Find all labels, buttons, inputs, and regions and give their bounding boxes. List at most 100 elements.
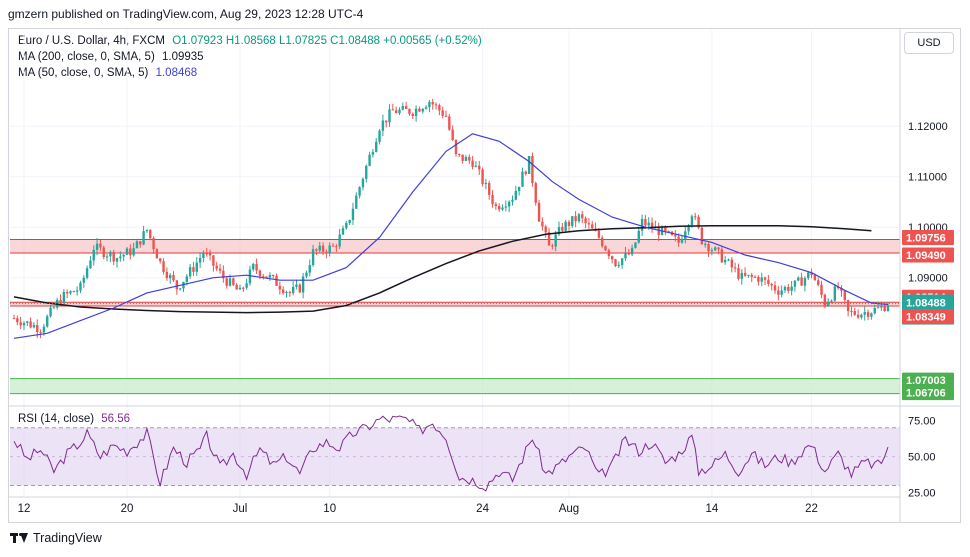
ma50-label: MA (50, close, 0, SMA, 5) bbox=[18, 67, 149, 79]
current-price-label: 1.08488 bbox=[906, 298, 946, 310]
candle-body bbox=[272, 275, 275, 277]
zone-label-upper: 1.09756 bbox=[906, 233, 946, 245]
candle-body bbox=[521, 171, 524, 187]
candle-body bbox=[175, 280, 179, 290]
candle-body bbox=[800, 277, 803, 286]
candle-body bbox=[704, 243, 707, 245]
candle-body bbox=[428, 101, 431, 108]
tradingview-footer[interactable]: TradingView bbox=[10, 531, 102, 545]
candle-body bbox=[883, 306, 886, 311]
candle-body bbox=[797, 277, 800, 281]
candle-body bbox=[36, 325, 39, 332]
candle-body bbox=[202, 253, 205, 258]
candle-body bbox=[424, 107, 428, 109]
candle-body bbox=[747, 274, 750, 276]
candle-body bbox=[461, 154, 464, 161]
candle-body bbox=[188, 267, 192, 277]
footer-brand: TradingView bbox=[33, 531, 102, 545]
ma200-legend[interactable]: MA (200, close, 0, SMA, 5) 1.09935 bbox=[18, 49, 204, 65]
candle-body bbox=[524, 171, 527, 174]
candle-body bbox=[813, 275, 817, 281]
candle-body bbox=[873, 307, 876, 314]
candle-body bbox=[172, 275, 175, 281]
candle-body bbox=[783, 286, 787, 291]
publisher-line: gmzern published on TradingView.com, Aug… bbox=[8, 7, 364, 21]
candle-body bbox=[295, 284, 298, 287]
candle-body bbox=[610, 256, 614, 260]
candle-body bbox=[876, 307, 880, 309]
candle-body bbox=[713, 247, 717, 251]
candle-body bbox=[547, 232, 551, 246]
candle-body bbox=[228, 278, 232, 286]
candle-body bbox=[401, 106, 405, 110]
candle-body bbox=[527, 156, 531, 174]
ohlc-high: H1.08568 bbox=[225, 35, 276, 47]
candle-body bbox=[375, 141, 378, 152]
candle-body bbox=[361, 178, 365, 188]
candle-body bbox=[291, 286, 295, 293]
candle-body bbox=[544, 226, 547, 233]
time-tick-label: 14 bbox=[705, 503, 718, 515]
candle-body bbox=[132, 248, 135, 256]
rsi-tick-label: 75.00 bbox=[908, 416, 936, 428]
candle-body bbox=[46, 316, 49, 327]
candle-body bbox=[212, 255, 215, 266]
candle-body bbox=[149, 229, 152, 239]
candle-body bbox=[743, 272, 747, 276]
candle-body bbox=[780, 290, 783, 295]
candle-body bbox=[32, 325, 36, 328]
candle-body bbox=[534, 183, 537, 203]
candle-body bbox=[584, 218, 587, 224]
candle-body bbox=[99, 243, 102, 248]
price-tick-label: 1.09000 bbox=[908, 273, 948, 285]
candle-body bbox=[537, 202, 541, 222]
candle-body bbox=[265, 276, 268, 278]
candle-body bbox=[325, 251, 328, 254]
ma50-value: 1.08468 bbox=[155, 67, 198, 79]
currency-button[interactable]: USD bbox=[904, 32, 954, 54]
candle-body bbox=[454, 139, 458, 154]
candle-body bbox=[311, 249, 315, 266]
time-tick-label: 22 bbox=[805, 503, 818, 515]
rsi-legend[interactable]: RSI (14, close) 56.56 bbox=[18, 411, 130, 427]
time-tick-label: Jul bbox=[233, 503, 248, 515]
candle-body bbox=[321, 245, 325, 252]
candle-body bbox=[840, 288, 843, 291]
candle-body bbox=[770, 283, 773, 286]
candle-body bbox=[690, 216, 694, 226]
candle-body bbox=[753, 276, 757, 278]
candle-body bbox=[451, 129, 454, 140]
candle-body bbox=[441, 110, 444, 116]
candle-body bbox=[119, 256, 122, 259]
candle-body bbox=[195, 262, 198, 272]
ma200-label: MA (200, close, 0, SMA, 5) bbox=[18, 51, 155, 63]
candle-body bbox=[733, 267, 737, 269]
candle-body bbox=[807, 272, 810, 279]
candle-body bbox=[438, 105, 441, 111]
candle-body bbox=[531, 156, 534, 184]
candle-body bbox=[122, 254, 125, 257]
candle-body bbox=[830, 300, 833, 302]
candle-body bbox=[870, 313, 873, 317]
candle-body bbox=[404, 106, 408, 110]
candle-body bbox=[561, 227, 564, 231]
candle-body bbox=[826, 301, 830, 306]
candle-body bbox=[448, 116, 451, 130]
candle-body bbox=[614, 259, 617, 267]
candle-body bbox=[115, 258, 119, 262]
time-tick-label: Aug bbox=[559, 503, 579, 515]
support-label-lower-bg bbox=[902, 385, 954, 401]
ma50-line bbox=[13, 133, 889, 339]
ma50-legend[interactable]: MA (50, close, 0, SMA, 5) 1.08468 bbox=[18, 65, 197, 81]
candle-body bbox=[165, 271, 169, 279]
candle-body bbox=[16, 318, 19, 323]
zone-support bbox=[10, 378, 900, 394]
candle-body bbox=[232, 278, 235, 285]
price-change: +0.00565 (+0.52%) bbox=[383, 35, 482, 47]
candle-body bbox=[315, 249, 318, 251]
candle-body bbox=[850, 311, 853, 313]
candle-body bbox=[411, 113, 414, 116]
symbol-legend: Euro / U.S. Dollar, 4h, FXCM O1.07923 H1… bbox=[18, 33, 482, 49]
